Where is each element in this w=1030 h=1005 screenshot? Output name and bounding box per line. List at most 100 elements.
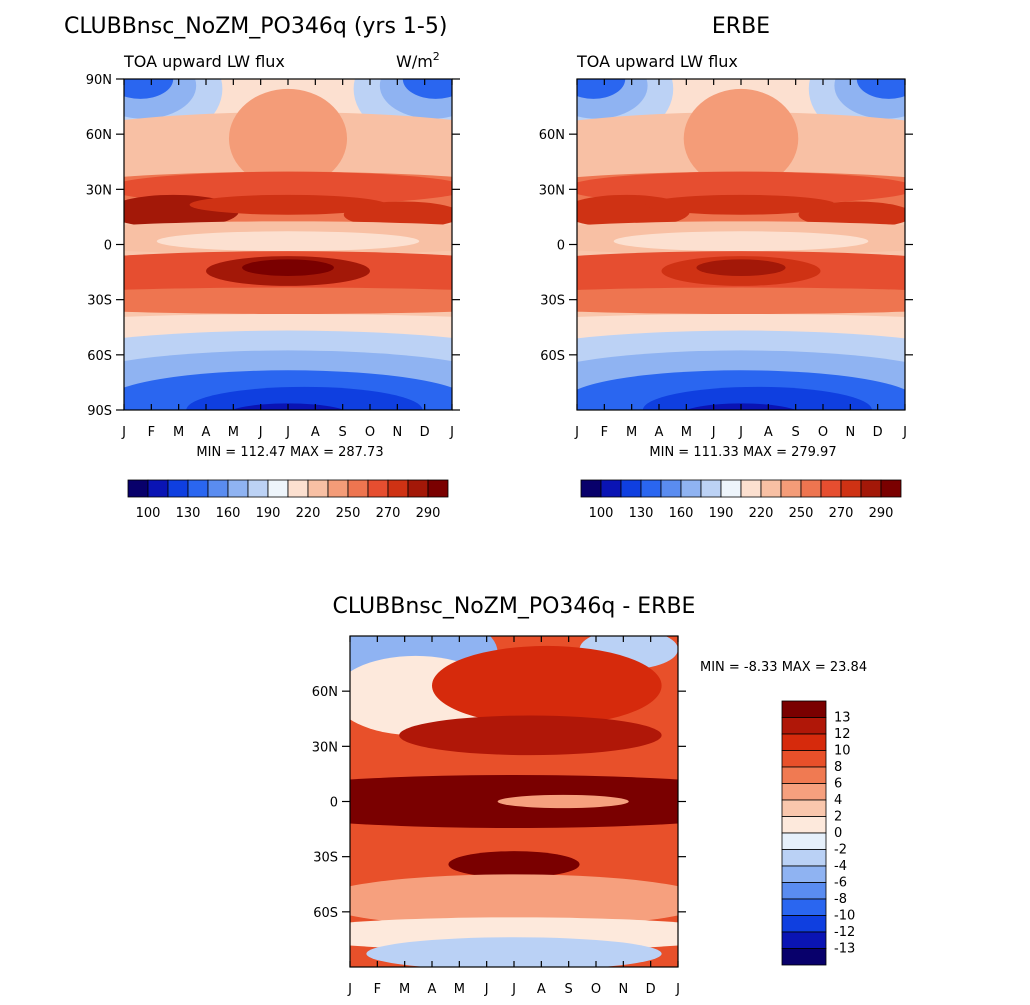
lat-label: 60N [312,685,338,700]
month-label: S [792,425,800,440]
lat-label: 60S [540,349,565,364]
month-label: F [148,425,155,440]
colorbar-label: 220 [296,506,321,521]
lat-label: 30S [313,851,338,866]
contour-band [577,79,626,99]
colorbar-label: 270 [829,506,854,521]
colorbar-label: 190 [709,506,734,521]
colorbar-cell [860,479,882,498]
month-label: A [202,425,211,440]
colorbar-label: 12 [834,727,851,742]
colorbar-cell [640,479,662,498]
colorbar-cell [820,479,842,498]
contour-band [696,259,786,276]
contour-band [577,287,905,315]
month-label: J [121,425,126,440]
month-label: J [902,425,907,440]
colorbar-label: 160 [216,506,241,521]
colorbar-label: 10 [834,744,851,759]
contour-band [497,794,629,809]
contour-band [156,231,420,252]
contour-band [186,386,423,410]
colorbar-cell [620,479,642,498]
colorbar-cell [247,479,269,498]
colorbar-cell [781,783,827,801]
month-label: S [339,425,347,440]
month-label: N [845,425,855,440]
colorbar-cell [387,479,409,498]
contour-band [350,874,678,928]
month-label: M [626,425,637,440]
month-label: J [449,425,454,440]
colorbar-label: 100 [589,506,614,521]
panel-obs-contours [577,79,905,410]
contour-band [242,259,334,276]
month-label: J [347,982,352,997]
colorbar-label: -4 [834,859,847,874]
colorbar-cell [780,479,802,498]
panel-obs-colorbar: 100 130 160 190 220 250 270 290 [580,479,902,521]
colorbar-label: 250 [336,506,361,521]
lat-label: 0 [330,796,338,811]
month-label: M [399,982,410,997]
colorbar-cell [720,479,742,498]
contour-band [577,171,905,205]
month-label: D [646,982,656,997]
panel-obs: ERBE TOA upward LW flux J F M A M J J A S O N D J 60N… [539,14,913,521]
colorbar-cell [781,865,827,883]
colorbar-cell [367,479,389,498]
colorbar-label: 190 [256,506,281,521]
colorbar-label: 8 [834,760,842,775]
colorbar-label: -12 [834,925,855,940]
panel-obs-axes: J F M A M J J A S O N D J 60N 30N 0 30S 60S [539,79,913,440]
colorbar-cell [327,479,349,498]
colorbar-cell [407,479,429,498]
units-exponent: 2 [433,50,440,63]
panel-model-units: W/m2 [396,50,440,71]
colorbar-cell [267,479,289,498]
colorbar-label: 160 [669,506,694,521]
lat-label: 30N [312,740,338,755]
panel-obs-subtitle: TOA upward LW flux [576,52,738,71]
month-label: D [873,425,883,440]
month-label: M [681,425,692,440]
colorbar-cell [660,479,682,498]
month-label: F [601,425,608,440]
lat-label: 90S [87,404,112,419]
month-label: M [228,425,239,440]
contour-band [228,88,348,189]
panel-model-subtitle: TOA upward LW flux [123,52,285,71]
lat-label: 60N [539,128,565,143]
month-label: J [574,425,579,440]
colorbar-cell [781,816,827,834]
colorbar-label: -8 [834,892,847,907]
panel-diff-contours [350,636,678,967]
colorbar-label: -13 [834,942,855,957]
units-base: W/m [396,52,433,71]
colorbar-cell [680,479,702,498]
panel-model-colorbar: 100 130 160 190 220 250 270 290 [127,479,449,521]
colorbar-cell [307,479,329,498]
colorbar-cell [427,479,449,498]
panel-obs-contour-fields [577,79,905,410]
colorbar-cell [207,479,229,498]
panel-diff-axes: J F M A M J J A S O N D J 60N 30N 0 30S 60S [312,636,686,997]
colorbar-label: 250 [789,506,814,521]
panel-model-axes: J F M A M J J A S O N D J 90N 60N 30N 0 30S 60S 90S [86,73,460,440]
month-label: A [655,425,664,440]
colorbar-label: 290 [869,506,894,521]
panel-diff-contour-fields [350,636,678,967]
colorbar-cell [781,898,827,916]
colorbar-cell [167,479,189,498]
contour-band [642,386,872,410]
contour-band [350,791,482,825]
colorbar-cell [781,915,827,933]
colorbar-cell [781,700,827,718]
lat-label: 0 [104,239,112,254]
colorbar-cell [781,766,827,784]
colorbar-cell [781,882,827,900]
colorbar-label: 4 [834,793,842,808]
lat-label: 0 [557,239,565,254]
